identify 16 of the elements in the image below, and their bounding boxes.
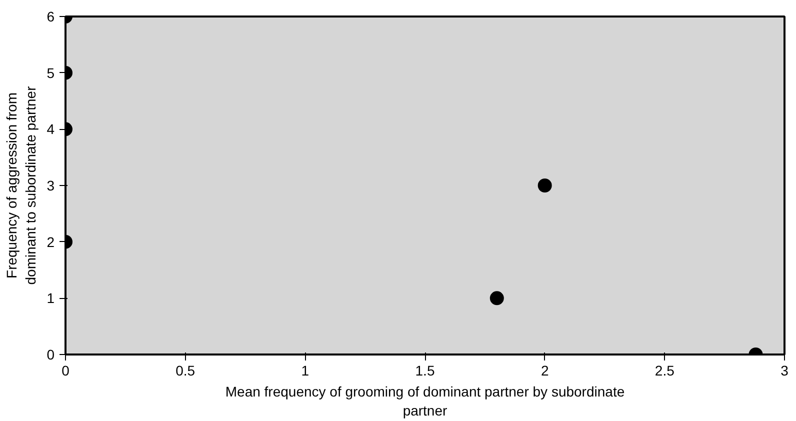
y-axis-title: Frequency of aggression from dominant to subordinate partner (4, 86, 39, 285)
y-tick-label: 6 (46, 8, 55, 24)
x-tick-label: 1.5 (415, 362, 435, 378)
x-tick-label: 3 (780, 362, 789, 378)
y-tick-label: 4 (46, 121, 55, 138)
y-tick-label: 1 (46, 290, 55, 306)
x-tick-label: 0 (62, 362, 70, 378)
y-tick-label: 0 (46, 346, 55, 362)
x-tick-label: 1 (301, 362, 310, 378)
y-tick-label: 2 (46, 234, 55, 250)
x-tick-label: 2 (540, 362, 549, 378)
x-tick-label: 0.5 (176, 362, 196, 378)
y-tick-label: 5 (46, 64, 55, 81)
x-tick-label: 2.5 (654, 362, 675, 378)
x-axis-title: Mean frequency of grooming of dominant partner by subordinate partner (225, 384, 625, 419)
y-tick-label: 3 (46, 178, 55, 194)
